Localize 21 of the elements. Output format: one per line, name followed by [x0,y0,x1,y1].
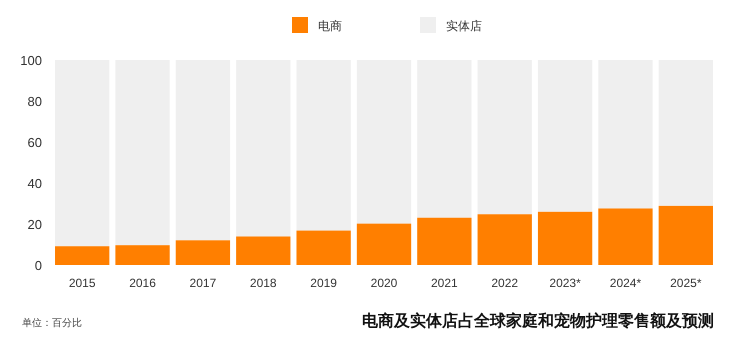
x-tick-label: 2025* [670,276,702,290]
y-tick-label: 100 [20,53,42,68]
y-tick-label: 0 [34,258,42,273]
x-tick-label: 2017 [190,276,217,290]
x-tick-label: 2018 [250,276,277,290]
y-tick-label: 60 [28,135,42,150]
x-tick-label: 2020 [370,276,398,290]
x-tick-label: 2019 [310,276,338,290]
x-tick-label: 2022 [491,276,518,290]
y-tick-label: 80 [28,94,42,109]
text: 电商及实体店占全球家庭和宠物护理零售额及预测 [362,311,714,330]
x-tick-label: 2016 [129,276,156,290]
legend-label: 实体店 [446,19,482,33]
y-tick-label: 40 [28,176,42,191]
x-tick-label: 2023* [549,276,582,290]
text: 单位：百分比 [22,317,82,329]
x-tick-label: 2021 [431,276,458,290]
x-tick-label: 2015 [68,276,96,290]
legend-label: 电商 [318,19,342,33]
y-tick-label: 20 [28,217,42,232]
x-tick-label: 2024* [610,276,642,290]
